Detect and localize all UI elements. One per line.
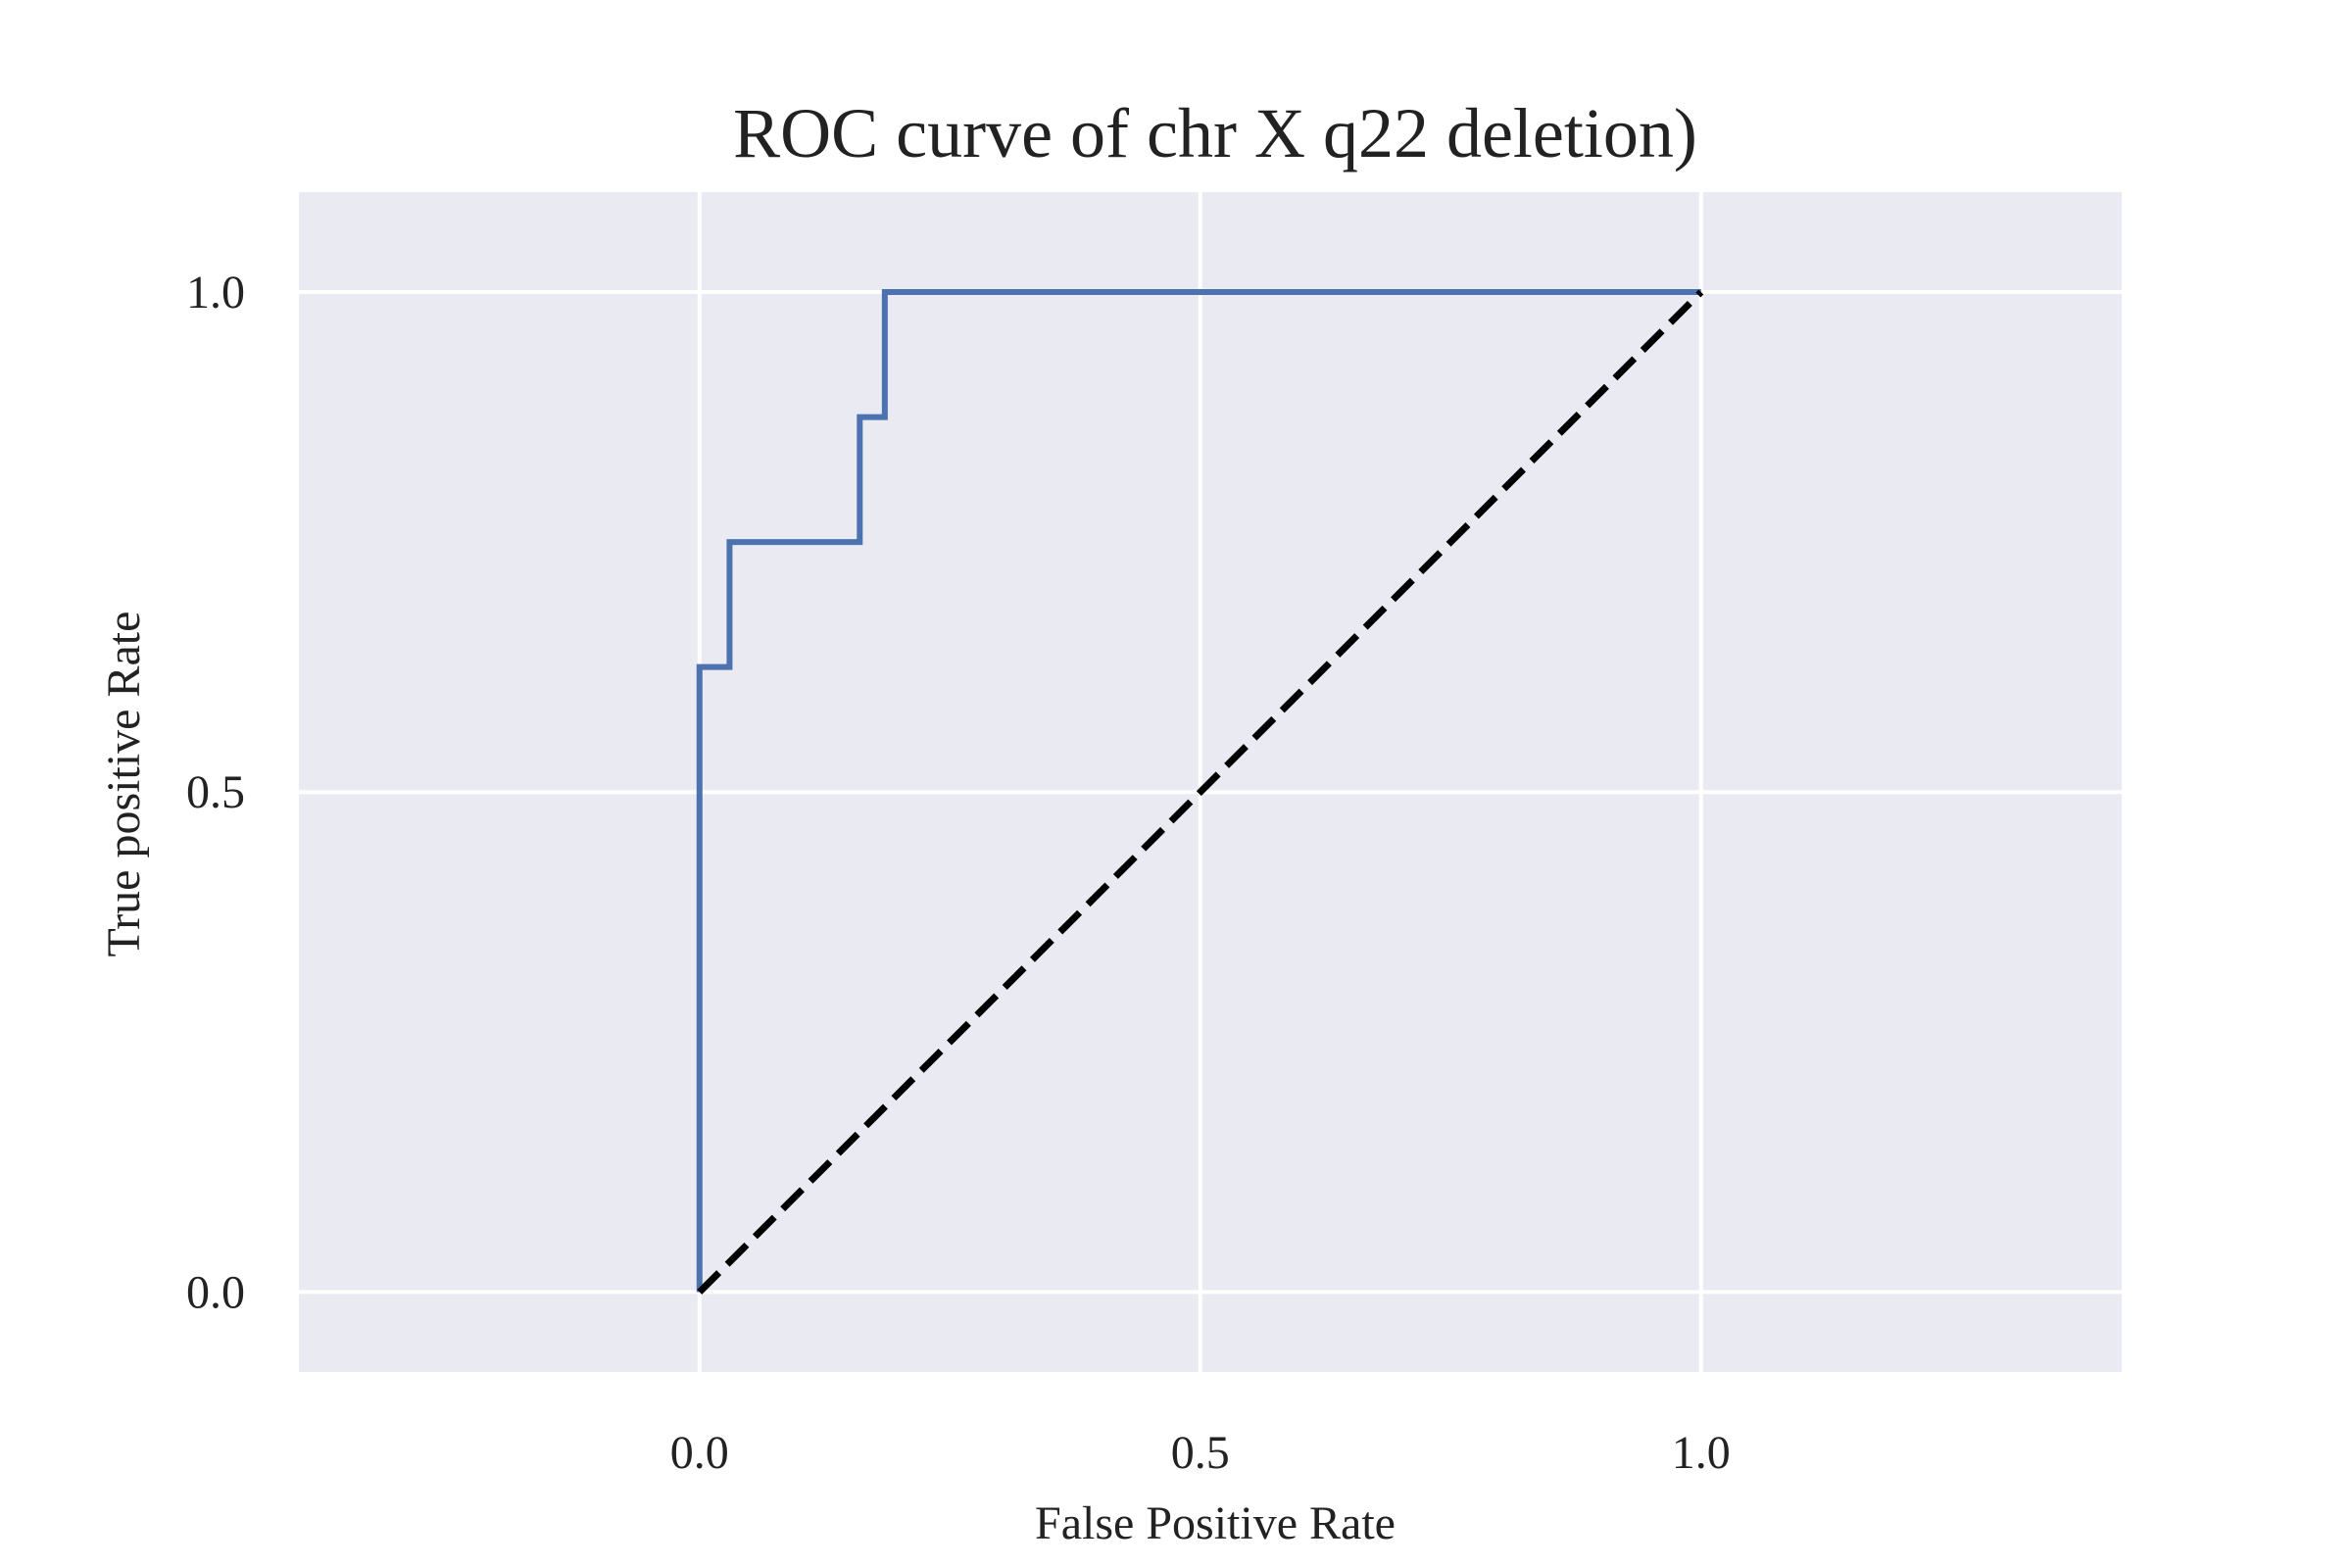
chance-diagonal-line bbox=[697, 289, 1704, 1295]
x-tick-label: 0.5 bbox=[1171, 1427, 1230, 1479]
roc-curve-line bbox=[696, 289, 1701, 1293]
y-axis-label: True positive Rate bbox=[98, 612, 150, 957]
y-tick-label: 0.0 bbox=[186, 1266, 245, 1318]
x-axis-label: False Positive Rate bbox=[1035, 1497, 1396, 1549]
chart-title: ROC curve of chr X q22 deletion) bbox=[733, 94, 1697, 172]
x-tick-label: 1.0 bbox=[1672, 1427, 1731, 1479]
y-tick-label: 1.0 bbox=[186, 267, 245, 318]
series-layer bbox=[696, 289, 1704, 1295]
y-tick-label: 0.5 bbox=[186, 766, 245, 818]
x-tick-label: 0.0 bbox=[670, 1427, 729, 1479]
tick-labels: 0.0 0.5 1.0 0.0 0.5 1.0 bbox=[186, 267, 1731, 1479]
